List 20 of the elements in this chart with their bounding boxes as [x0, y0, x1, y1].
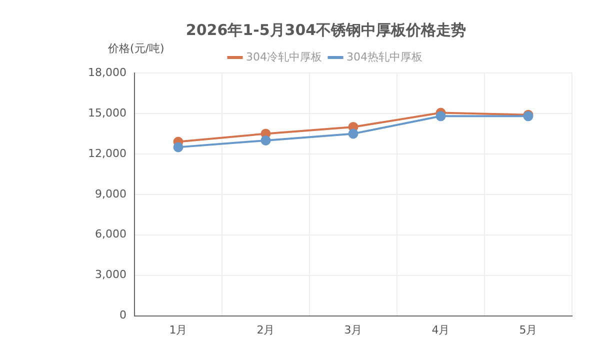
x-tick-label: 2月 — [256, 323, 275, 336]
point — [348, 128, 358, 139]
y-axis-title: 价格(元/吨) — [108, 41, 164, 56]
y-tick-label: 9,000 — [94, 187, 126, 200]
y-tick-label: 18,000 — [88, 66, 126, 79]
x-tick-label: 5月 — [519, 323, 538, 336]
y-tick-label: 12,000 — [88, 146, 126, 160]
legend-label: 304热轧中厚板 — [346, 50, 422, 64]
x-tick-label: 1月 — [169, 323, 188, 336]
chart-title: 2026年1-5月304不锈钢中厚板价格走势 — [186, 20, 466, 39]
x-tick-label: 4月 — [432, 323, 450, 336]
point — [260, 135, 271, 146]
y-tick-label: 15,000 — [88, 106, 126, 120]
y-tick-label: 6,000 — [94, 228, 126, 241]
y-tick-label: 3,000 — [94, 268, 126, 282]
point — [173, 142, 184, 152]
legend-label: 304冷轧中厚板 — [246, 50, 322, 64]
point — [436, 111, 446, 122]
x-tick-label: 3月 — [344, 323, 362, 336]
y-tick-label: 0 — [119, 308, 126, 322]
